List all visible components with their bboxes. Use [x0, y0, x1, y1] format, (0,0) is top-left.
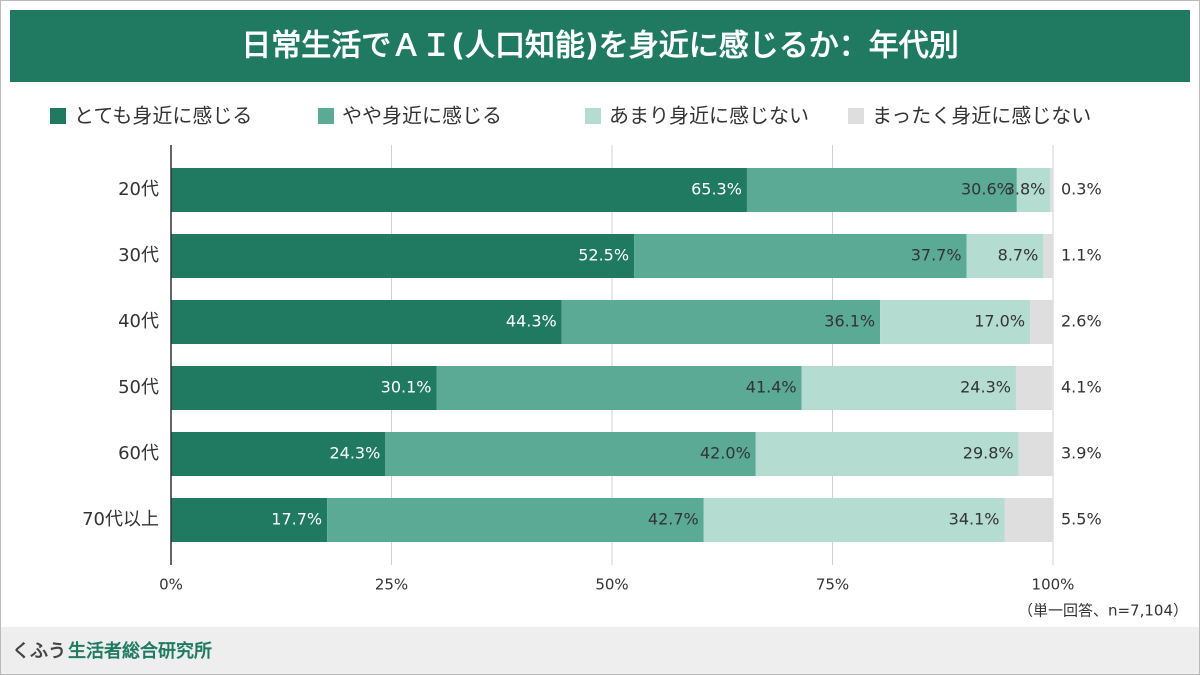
bar-segment	[1015, 366, 1053, 410]
x-tick-label: 0%	[159, 576, 183, 594]
value-label: 24.3%	[960, 378, 1011, 397]
y-tick-label: 60代	[118, 443, 159, 464]
x-tick-label: 100%	[1032, 576, 1075, 594]
y-tick-label: 30代	[118, 245, 159, 266]
bar-segment	[385, 432, 756, 476]
source-name: 生活者総合研究所	[68, 640, 212, 662]
value-label: 52.5%	[578, 246, 629, 265]
value-label: 34.1%	[949, 510, 1000, 529]
value-label: 29.8%	[963, 444, 1014, 463]
chart-title: 日常生活でＡＩ(人口知能)を身近に感じるか：年代別	[241, 29, 958, 64]
value-label: 3.8%	[1005, 180, 1046, 199]
bar-segment	[755, 432, 1019, 476]
legend-label: やや身近に感じる	[342, 104, 502, 128]
bar-segment	[171, 300, 562, 344]
value-label: 0.3%	[1061, 180, 1102, 199]
bar-segment	[561, 300, 881, 344]
bar-segment	[171, 498, 328, 542]
value-label: 65.3%	[691, 180, 742, 199]
y-tick-label: 50代	[118, 377, 159, 398]
bar-segment	[634, 234, 967, 278]
footer-bar	[1, 627, 1199, 674]
legend-label: あまり身近に感じない	[609, 104, 809, 128]
bar-segment	[436, 366, 802, 410]
value-label: 24.3%	[329, 444, 380, 463]
bar-segment	[1043, 234, 1053, 278]
value-label: 42.7%	[648, 510, 699, 529]
title-bar	[10, 10, 1190, 82]
bar-segment	[327, 498, 704, 542]
bar-segment	[1030, 300, 1053, 344]
legend-label: とても身近に感じる	[74, 104, 252, 128]
source-brand: くふう	[12, 641, 66, 662]
legend-swatch	[585, 108, 601, 124]
value-label: 42.0%	[700, 444, 751, 463]
y-tick-label: 20代	[118, 179, 159, 200]
bar-segment	[1016, 168, 1051, 212]
value-label: 3.9%	[1061, 444, 1102, 463]
value-label: 1.1%	[1061, 246, 1102, 265]
bar-segment	[171, 366, 437, 410]
y-tick-label: 70代以上	[82, 509, 159, 530]
legend-swatch	[318, 108, 334, 124]
value-label: 2.6%	[1061, 312, 1102, 331]
value-label: 41.4%	[746, 378, 797, 397]
bar-segment	[171, 234, 635, 278]
bar-segment	[746, 168, 1017, 212]
legend-label: まったく身近に感じない	[872, 104, 1091, 128]
bar-segment	[703, 498, 1005, 542]
value-label: 44.3%	[506, 312, 557, 331]
value-label: 4.1%	[1061, 378, 1102, 397]
x-tick-label: 75%	[816, 576, 849, 594]
value-label: 30.6%	[961, 180, 1012, 199]
bar-segment	[171, 432, 386, 476]
bar-segment	[966, 234, 1044, 278]
legend-swatch	[50, 108, 66, 124]
value-label: 5.5%	[1061, 510, 1102, 529]
note: （単一回答、n=7,104）	[1018, 602, 1188, 620]
bar-segment	[1004, 498, 1053, 542]
value-label: 17.0%	[974, 312, 1025, 331]
bar-segment	[171, 168, 747, 212]
bar-segment	[801, 366, 1016, 410]
value-label: 36.1%	[824, 312, 875, 331]
value-label: 17.7%	[271, 510, 322, 529]
legend-swatch	[848, 108, 864, 124]
bar-segment	[1050, 168, 1053, 212]
value-label: 30.1%	[381, 378, 432, 397]
x-tick-label: 25%	[375, 576, 408, 594]
y-tick-label: 40代	[118, 311, 159, 332]
bar-segment	[1018, 432, 1053, 476]
bar-segment	[880, 300, 1031, 344]
value-label: 37.7%	[911, 246, 962, 265]
value-label: 8.7%	[998, 246, 1039, 265]
x-tick-label: 50%	[595, 576, 628, 594]
